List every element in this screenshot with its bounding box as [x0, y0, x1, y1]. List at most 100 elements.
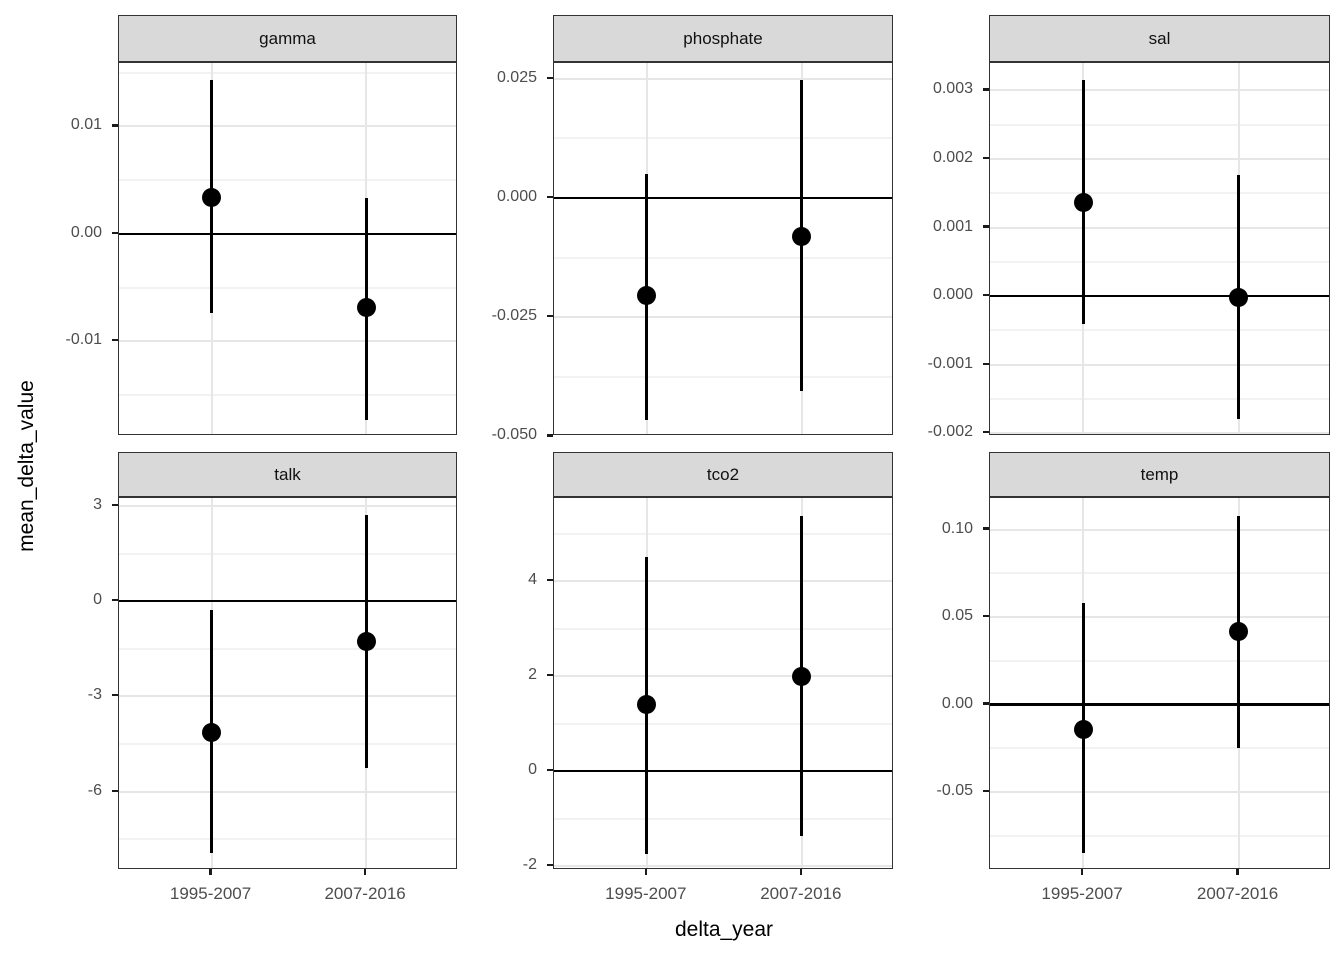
x-tick-label: 1995-2007 [605, 884, 687, 903]
x-axis-title: delta_year [674, 918, 774, 941]
gridline-minor [119, 742, 456, 745]
y-tick-label: 3 [93, 495, 102, 513]
y-tick-label: 0.003 [932, 80, 973, 98]
gridline-major [119, 695, 456, 698]
y-tick-label: -0.050 [491, 426, 537, 444]
y-tick-mark [112, 124, 118, 127]
facet-strip-label: tco2 [706, 464, 740, 484]
facet-panel-sal [989, 62, 1330, 435]
data-point [356, 631, 376, 651]
data-point [1073, 192, 1093, 212]
y-tick-label: 0.01 [70, 116, 102, 134]
facet-panel-phosphate [553, 62, 893, 435]
x-tick-label: 1995-2007 [1041, 884, 1123, 903]
y-tick-mark [547, 674, 553, 677]
y-tick-label: 0.05 [941, 607, 973, 625]
y-tick-mark [112, 339, 118, 342]
facet-strip-sal: sal [989, 15, 1330, 62]
x-tick-label: 2007-2016 [1196, 884, 1279, 903]
facet-strip-label: talk [274, 464, 301, 484]
gridline-minor [554, 627, 892, 630]
data-point [637, 286, 657, 306]
y-tick-label: 0.00 [941, 694, 973, 712]
y-tick-mark [547, 195, 553, 199]
zero-reference-line [990, 703, 1329, 706]
y-tick-mark [983, 225, 989, 228]
gridline-major [554, 580, 892, 583]
data-point [202, 187, 222, 207]
gridline-minor [119, 179, 456, 182]
facet-strip-gamma: gamma [118, 15, 457, 62]
gridline-minor [119, 552, 456, 555]
gridline-minor [119, 647, 456, 650]
y-tick-mark [983, 614, 989, 618]
y-tick-mark [112, 694, 118, 697]
gridline-major [119, 125, 456, 128]
gridline-major [990, 616, 1329, 619]
gridline-major [119, 340, 456, 343]
gridline-major [990, 432, 1329, 434]
y-tick-label: 4 [528, 571, 537, 589]
zero-reference-line [554, 196, 892, 200]
gridline-minor [990, 659, 1329, 662]
y-tick-label: 2 [528, 666, 537, 684]
y-tick-mark [547, 315, 553, 318]
x-tick-mark [1080, 869, 1084, 875]
facet-strip-label: gamma [259, 28, 316, 48]
gridline-minor [990, 260, 1329, 263]
y-tick-label: 0.000 [496, 187, 537, 205]
gridline-minor [554, 256, 892, 259]
data-point [356, 297, 376, 317]
data-point [1229, 287, 1249, 307]
gridline-minor [990, 192, 1329, 195]
gridline-minor [554, 532, 892, 535]
gridline-minor [990, 329, 1329, 332]
zero-reference-line [119, 232, 456, 235]
data-point [202, 723, 222, 743]
gridline-minor [119, 286, 456, 289]
facet-strip-label: sal [1148, 28, 1171, 48]
facet-strip-temp: temp [989, 452, 1330, 497]
y-tick-label: -2 [522, 856, 537, 874]
gridline-major [119, 504, 456, 507]
data-point [1073, 719, 1093, 739]
y-tick-mark [547, 864, 553, 867]
facet-strip-tco2: tco2 [553, 452, 893, 497]
facet-panel-temp [989, 497, 1330, 869]
gridline-minor [119, 838, 456, 841]
x-tick-mark [209, 869, 212, 875]
x-tick-mark [799, 869, 802, 875]
y-tick-label: 0.002 [932, 148, 973, 166]
gridline-major [554, 675, 892, 678]
y-tick-label: 0.025 [496, 68, 537, 86]
y-tick-label: 0.001 [932, 217, 973, 235]
gridline-minor [990, 747, 1329, 750]
gridline-major [990, 89, 1329, 92]
facet-strip-talk: talk [118, 452, 457, 497]
gridline-minor [990, 572, 1329, 575]
y-tick-mark [983, 527, 989, 530]
y-tick-mark [547, 769, 553, 772]
zero-reference-line [990, 295, 1329, 298]
y-tick-mark [547, 579, 553, 582]
zero-reference-line [554, 770, 892, 773]
x-tick-label: 2007-2016 [760, 884, 842, 903]
y-tick-label: -0.01 [65, 331, 102, 349]
y-tick-mark [112, 599, 118, 602]
x-tick-label: 1995-2007 [169, 884, 252, 903]
gridline-minor [119, 394, 456, 397]
gridline-major [119, 790, 456, 793]
data-point [792, 666, 812, 686]
y-tick-mark [983, 362, 989, 365]
y-tick-mark [547, 76, 553, 79]
y-tick-mark [983, 294, 989, 297]
y-tick-mark [112, 789, 118, 792]
zero-reference-line [119, 600, 456, 603]
gridline-minor [554, 817, 892, 820]
x-tick-mark [364, 869, 367, 875]
gridline-major [990, 528, 1329, 531]
x-tick-label: 2007-2016 [324, 884, 406, 903]
gridline-minor [119, 71, 456, 74]
y-tick-mark [547, 434, 553, 437]
